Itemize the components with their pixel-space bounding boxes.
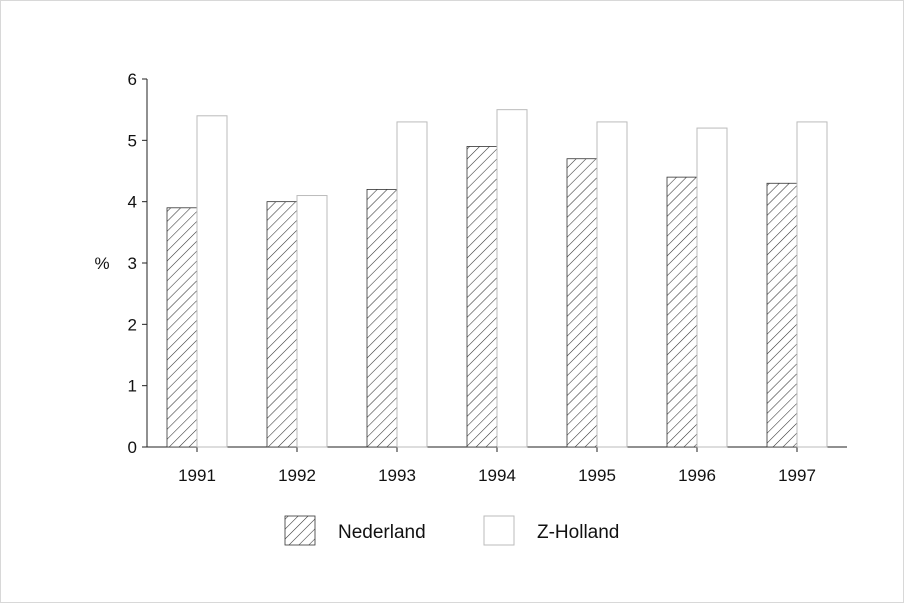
x-tick-label: 1997: [778, 466, 816, 485]
legend: Nederland Z-Holland: [284, 515, 619, 546]
bars: [166, 109, 828, 448]
x-tick-label: 1991: [178, 466, 216, 485]
x-tick-label: 1992: [278, 466, 316, 485]
legend-label: Z-Holland: [537, 522, 619, 543]
legend-swatch: [284, 515, 316, 546]
bar-nederland: [466, 146, 498, 448]
bar-z-holland: [496, 109, 528, 448]
y-tick-label: 3: [128, 254, 137, 273]
x-tick-label: 1994: [478, 466, 516, 485]
axes: 0 1 2 3 4 5 6% 1991 1992 1993 1994 1995 1996 1997: [94, 70, 847, 485]
bar-nederland: [666, 176, 698, 448]
bar-z-holland: [596, 121, 628, 448]
x-tick-label: 1995: [578, 466, 616, 485]
x-tick-label: 1993: [378, 466, 416, 485]
y-tick-label: 4: [128, 193, 137, 212]
bar-nederland: [166, 207, 198, 448]
y-axis-label: %: [94, 254, 109, 273]
bar-z-holland: [796, 121, 828, 448]
bar-z-holland: [296, 195, 328, 448]
y-tick-label: 1: [128, 377, 137, 396]
legend-label: Nederland: [338, 522, 426, 543]
bar-z-holland: [696, 127, 728, 448]
y-tick-label: 2: [128, 315, 137, 334]
y-tick-label: 0: [128, 438, 137, 457]
legend-swatch: [483, 515, 515, 546]
x-tick-label: 1996: [678, 466, 716, 485]
bar-nederland: [766, 182, 798, 448]
y-tick-label: 5: [128, 131, 137, 150]
y-tick-label: 6: [128, 70, 137, 89]
bar-z-holland: [196, 115, 228, 448]
bar-nederland: [266, 201, 298, 448]
bar-nederland: [566, 158, 598, 448]
bar-nederland: [366, 188, 398, 448]
bar-z-holland: [396, 121, 428, 448]
